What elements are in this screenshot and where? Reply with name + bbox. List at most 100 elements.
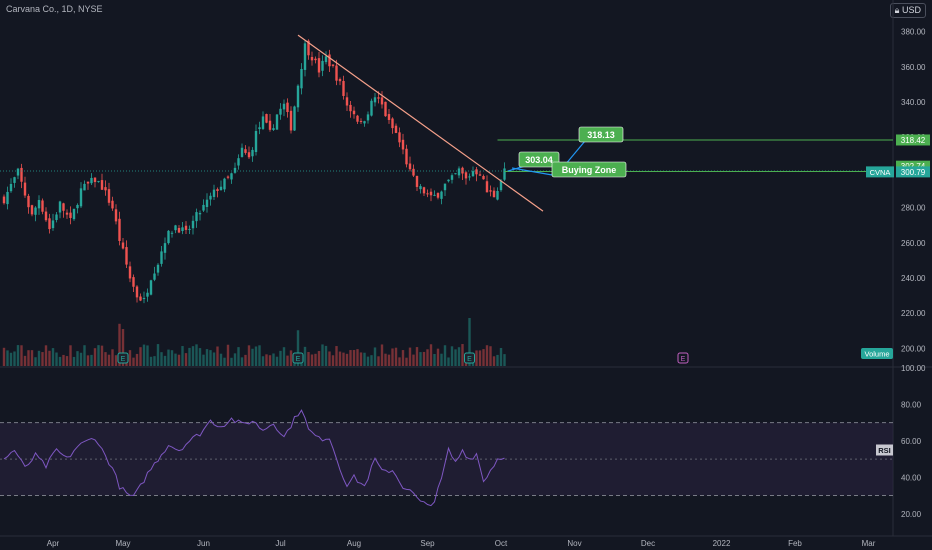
volume-bar [195,344,198,366]
candle-body [163,243,167,253]
candle-body [314,58,317,61]
earnings-marker[interactable]: E [117,352,129,364]
earnings-marker[interactable]: E [464,352,475,364]
trendline [297,34,544,212]
candle-body [20,167,23,182]
candle-body [440,191,443,199]
candle [384,101,387,117]
candle-body [156,264,160,273]
candle-body [114,209,118,222]
candle [412,164,415,177]
candle [142,291,146,304]
rsi-legend-bg [876,444,893,456]
candle-body [380,97,384,105]
candle-body [146,292,149,297]
candle-body [202,204,205,211]
volume-bar [373,347,377,366]
candle [310,51,314,66]
candle [398,127,401,148]
candle-body [447,179,450,182]
candle [349,101,352,118]
callout-buying-zone-bg [551,161,627,178]
candle-body [366,114,370,121]
volume-bar [433,353,436,366]
volume-bar [184,353,188,366]
volume-bar [317,351,321,366]
candle [373,92,377,107]
candle [188,225,191,234]
volume-bar [272,353,275,366]
candle-body [55,214,58,221]
price-tag-302-bg [896,160,930,172]
candle [111,196,114,211]
volume-bar [268,355,272,366]
candle-body [482,176,485,180]
volume-bars [2,318,506,366]
volume-bar [2,347,6,366]
volume-bar [62,354,65,366]
price-tick-label: 380.00 [901,28,926,37]
candle-body [111,200,114,209]
candle-body [391,118,394,129]
earnings-badge-label: E [681,356,686,363]
volume-bar [167,349,170,366]
time-tick-label: Mar [862,539,876,548]
volume-bar [226,344,230,366]
candle-body [328,54,331,67]
candle-body [443,183,447,191]
candle-body [174,225,177,231]
candle [468,173,471,181]
candle [293,105,296,131]
volume-bar [265,354,268,366]
candle-body [363,121,366,124]
candle [408,156,412,172]
time-tick-label: Jul [275,539,285,548]
currency-selector[interactable]: 🔒︎ USD [889,3,926,18]
candle [37,195,41,215]
candle [237,154,240,170]
volume-bar [366,356,370,366]
candle-body [48,218,51,230]
volume-bar [384,353,387,366]
candle-body [426,193,429,195]
candle [240,143,244,158]
callout-303[interactable]: 303.04 [507,151,560,172]
volume-bar [450,346,454,366]
earnings-marker[interactable]: E [292,352,304,364]
candle [6,186,9,210]
candle [286,98,289,118]
candle-body [244,149,247,153]
candle [198,210,202,221]
callout-buying-zone[interactable]: Buying Zone [511,161,627,178]
price-tag-last-bg [896,166,930,178]
candle [83,180,86,191]
price-tag-318-text: 318.42 [901,136,926,145]
candles [2,39,506,304]
candle [174,224,177,234]
earnings-marker[interactable]: E [677,352,689,364]
volume-bar [83,345,86,366]
candle [265,113,268,124]
rsi-tick-label: 60.00 [901,437,922,446]
candle-body [321,60,324,71]
candle-body [153,273,156,280]
candle-body [37,199,41,209]
candle-body [352,110,356,115]
candle-body [237,158,240,166]
volume-bar [114,355,118,366]
time-tick-label: Jun [197,539,210,548]
volume-bar [415,347,419,366]
volume-legend-text: Volume [864,350,889,359]
volume-bar [142,344,146,366]
candle-body [331,64,335,66]
candle [352,106,356,119]
volume-bar [6,350,9,366]
candle [41,198,44,215]
volume-bar [188,347,191,366]
volume-bar [146,345,149,366]
volume-bar [321,344,324,366]
volume-bar [440,353,443,366]
candle [79,182,83,208]
volume-legend: Volume [861,348,893,359]
